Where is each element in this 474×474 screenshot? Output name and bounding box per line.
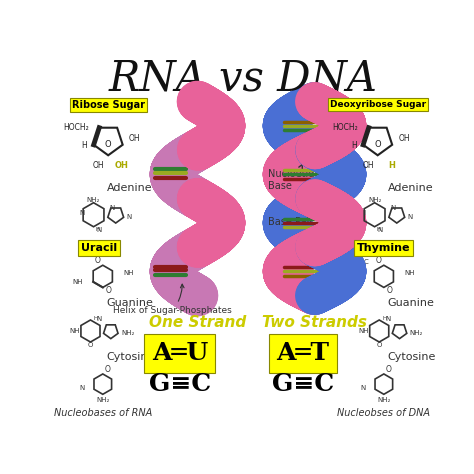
Text: Guanine: Guanine xyxy=(388,298,435,308)
Text: H: H xyxy=(388,161,395,170)
Text: O: O xyxy=(105,365,111,374)
Text: NH₂: NH₂ xyxy=(96,397,109,403)
Text: H: H xyxy=(382,316,386,321)
Text: RNA vs DNA: RNA vs DNA xyxy=(109,57,377,100)
Text: H: H xyxy=(351,141,357,150)
Text: O: O xyxy=(376,342,382,348)
Text: G≡C: G≡C xyxy=(149,372,211,396)
Text: Helix of Sugar-Phosphates: Helix of Sugar-Phosphates xyxy=(113,284,231,316)
Text: O: O xyxy=(105,286,111,295)
Text: N: N xyxy=(109,206,115,211)
Text: A═T: A═T xyxy=(276,341,329,365)
Text: O: O xyxy=(94,256,100,265)
Text: OH: OH xyxy=(92,161,104,170)
Text: O: O xyxy=(105,140,111,149)
Text: O: O xyxy=(374,140,381,149)
Text: N: N xyxy=(385,316,390,322)
Text: Thymine: Thymine xyxy=(357,243,410,253)
Text: H: H xyxy=(376,228,380,232)
Text: N: N xyxy=(391,206,396,211)
Text: Two Strands: Two Strands xyxy=(262,315,367,330)
Text: G≡C: G≡C xyxy=(272,372,334,396)
Text: H: H xyxy=(82,141,87,150)
Text: N: N xyxy=(360,210,365,216)
Text: OH: OH xyxy=(399,134,410,143)
Text: N: N xyxy=(79,384,84,391)
Text: NH: NH xyxy=(353,279,364,285)
Text: NH₂: NH₂ xyxy=(121,330,134,336)
Text: A═U: A═U xyxy=(152,341,208,365)
Text: N: N xyxy=(360,384,365,391)
Text: NH₂: NH₂ xyxy=(410,330,423,336)
Text: NH: NH xyxy=(404,270,415,276)
Text: H: H xyxy=(93,316,98,321)
Text: N: N xyxy=(377,227,383,233)
Text: Base Pair: Base Pair xyxy=(268,206,315,228)
Text: Adenine: Adenine xyxy=(388,183,433,193)
Text: NH: NH xyxy=(72,279,82,285)
Text: OH: OH xyxy=(362,161,374,170)
Text: One Strand: One Strand xyxy=(149,315,246,330)
Text: Guanine: Guanine xyxy=(107,298,154,308)
Text: N: N xyxy=(408,214,413,219)
Text: OH: OH xyxy=(129,134,141,143)
Text: H: H xyxy=(95,228,100,232)
Text: Nucloetide
Base: Nucloetide Base xyxy=(268,164,321,191)
Text: NH: NH xyxy=(358,328,369,334)
Text: Deoxyribose Sugar: Deoxyribose Sugar xyxy=(329,100,426,109)
Text: O: O xyxy=(375,256,381,265)
Text: HOCH₂: HOCH₂ xyxy=(333,123,358,132)
Text: Ribose Sugar: Ribose Sugar xyxy=(72,100,145,109)
Text: Nucleobses of DNA: Nucleobses of DNA xyxy=(337,408,430,418)
Text: O: O xyxy=(88,342,93,348)
Text: Nucleobases of RNA: Nucleobases of RNA xyxy=(54,408,152,418)
Text: OH: OH xyxy=(115,161,129,170)
Text: NH: NH xyxy=(70,328,80,334)
Text: N: N xyxy=(79,210,84,216)
Text: H₃C: H₃C xyxy=(356,258,369,264)
Text: N: N xyxy=(127,214,132,219)
Text: Adenine: Adenine xyxy=(107,183,152,193)
Text: N: N xyxy=(97,227,102,233)
Text: HOCH₂: HOCH₂ xyxy=(63,123,89,132)
Text: O: O xyxy=(386,365,392,374)
Text: NH₂: NH₂ xyxy=(87,197,100,203)
Text: NH: NH xyxy=(123,270,134,276)
Text: Cytosine: Cytosine xyxy=(107,352,155,362)
Text: N: N xyxy=(96,316,101,322)
Text: NH₂: NH₂ xyxy=(368,197,381,203)
Text: Uracil: Uracil xyxy=(81,243,117,253)
Text: Cytosine: Cytosine xyxy=(388,352,436,362)
Text: NH₂: NH₂ xyxy=(377,397,391,403)
Text: O: O xyxy=(386,286,392,295)
